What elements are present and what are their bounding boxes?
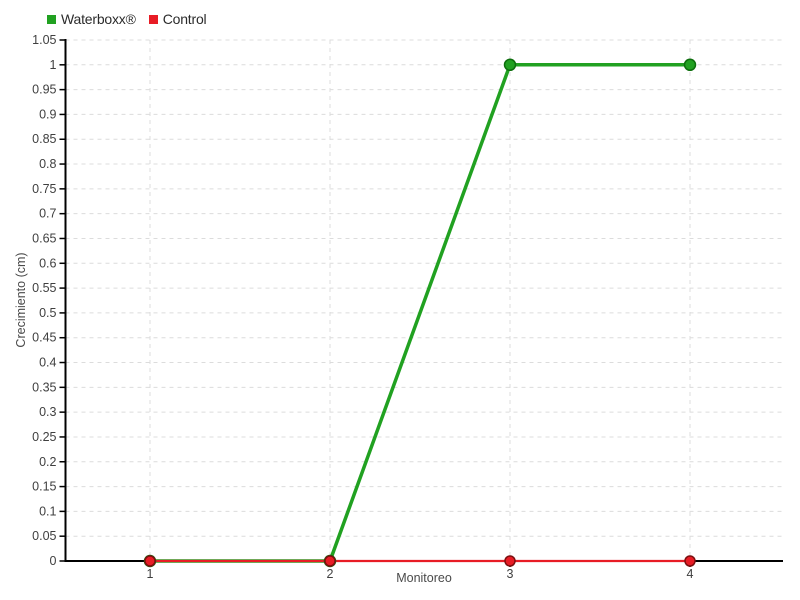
y-tick-label: 0.65 (32, 231, 56, 245)
y-tick-label: 0.95 (32, 83, 56, 97)
data-point-control[interactable] (684, 555, 696, 567)
y-tick-label: 0.55 (32, 281, 56, 295)
y-axis-title: Crecimiento (cm) (14, 252, 28, 348)
legend-item-waterboxx[interactable]: Waterboxx® (47, 11, 136, 27)
data-point-waterboxx[interactable] (683, 58, 697, 72)
data-point-waterboxx[interactable] (503, 58, 517, 72)
vertical-gridlines (149, 40, 691, 561)
y-tick-marks (59, 39, 66, 562)
x-tick-label: 2 (327, 567, 334, 581)
x-tick-label: 1 (147, 567, 154, 581)
y-tick-label: 0.3 (39, 405, 56, 419)
y-tick-label: 0.5 (39, 306, 56, 320)
y-tick-label: 0.75 (32, 182, 56, 196)
x-tick-label: 4 (687, 567, 694, 581)
y-tick-label: 0.2 (39, 455, 56, 469)
data-point-control[interactable] (324, 555, 336, 567)
y-tick-label: 0.85 (32, 132, 56, 146)
y-tick-label: 0.15 (32, 480, 56, 494)
horizontal-gridlines (65, 39, 783, 537)
y-tick-label: 0.7 (39, 207, 56, 221)
legend-swatch-red-square (148, 14, 158, 24)
y-tick-label: 1 (50, 58, 57, 72)
y-tick-label: 0.25 (32, 430, 56, 444)
legend-item-control[interactable]: Control (148, 11, 207, 27)
y-tick-label: 0.45 (32, 331, 56, 345)
y-tick-label: 0.8 (39, 157, 56, 171)
y-tick-label: 0.9 (39, 107, 56, 121)
y-tick-label: 0.6 (39, 256, 56, 270)
legend-swatch-green-square (47, 14, 56, 24)
y-tick-label: 0.35 (32, 380, 56, 394)
x-tick-label: 3 (507, 567, 514, 581)
y-tick-label: 1.05 (32, 33, 56, 47)
y-tick-label: 0.1 (39, 504, 56, 518)
y-tick-labels: 0 0.05 0.1 0.15 0.2 0.25 0.3 0.35 0.4 0.45 0.5 0.55… (32, 33, 56, 568)
y-tick-label: 0.05 (32, 529, 56, 543)
data-point-control[interactable] (144, 555, 156, 567)
legend-label-waterboxx: Waterboxx® (61, 11, 136, 27)
data-point-control[interactable] (504, 555, 516, 567)
legend-label-control: Control (162, 11, 207, 27)
chart-legend: Waterboxx® Control (47, 11, 207, 27)
x-axis-title: Monitoreo (396, 571, 452, 585)
x-tick-labels: 1 2 3 4 (147, 567, 694, 581)
y-tick-label: 0 (50, 554, 57, 568)
y-tick-label: 0.4 (39, 356, 56, 370)
